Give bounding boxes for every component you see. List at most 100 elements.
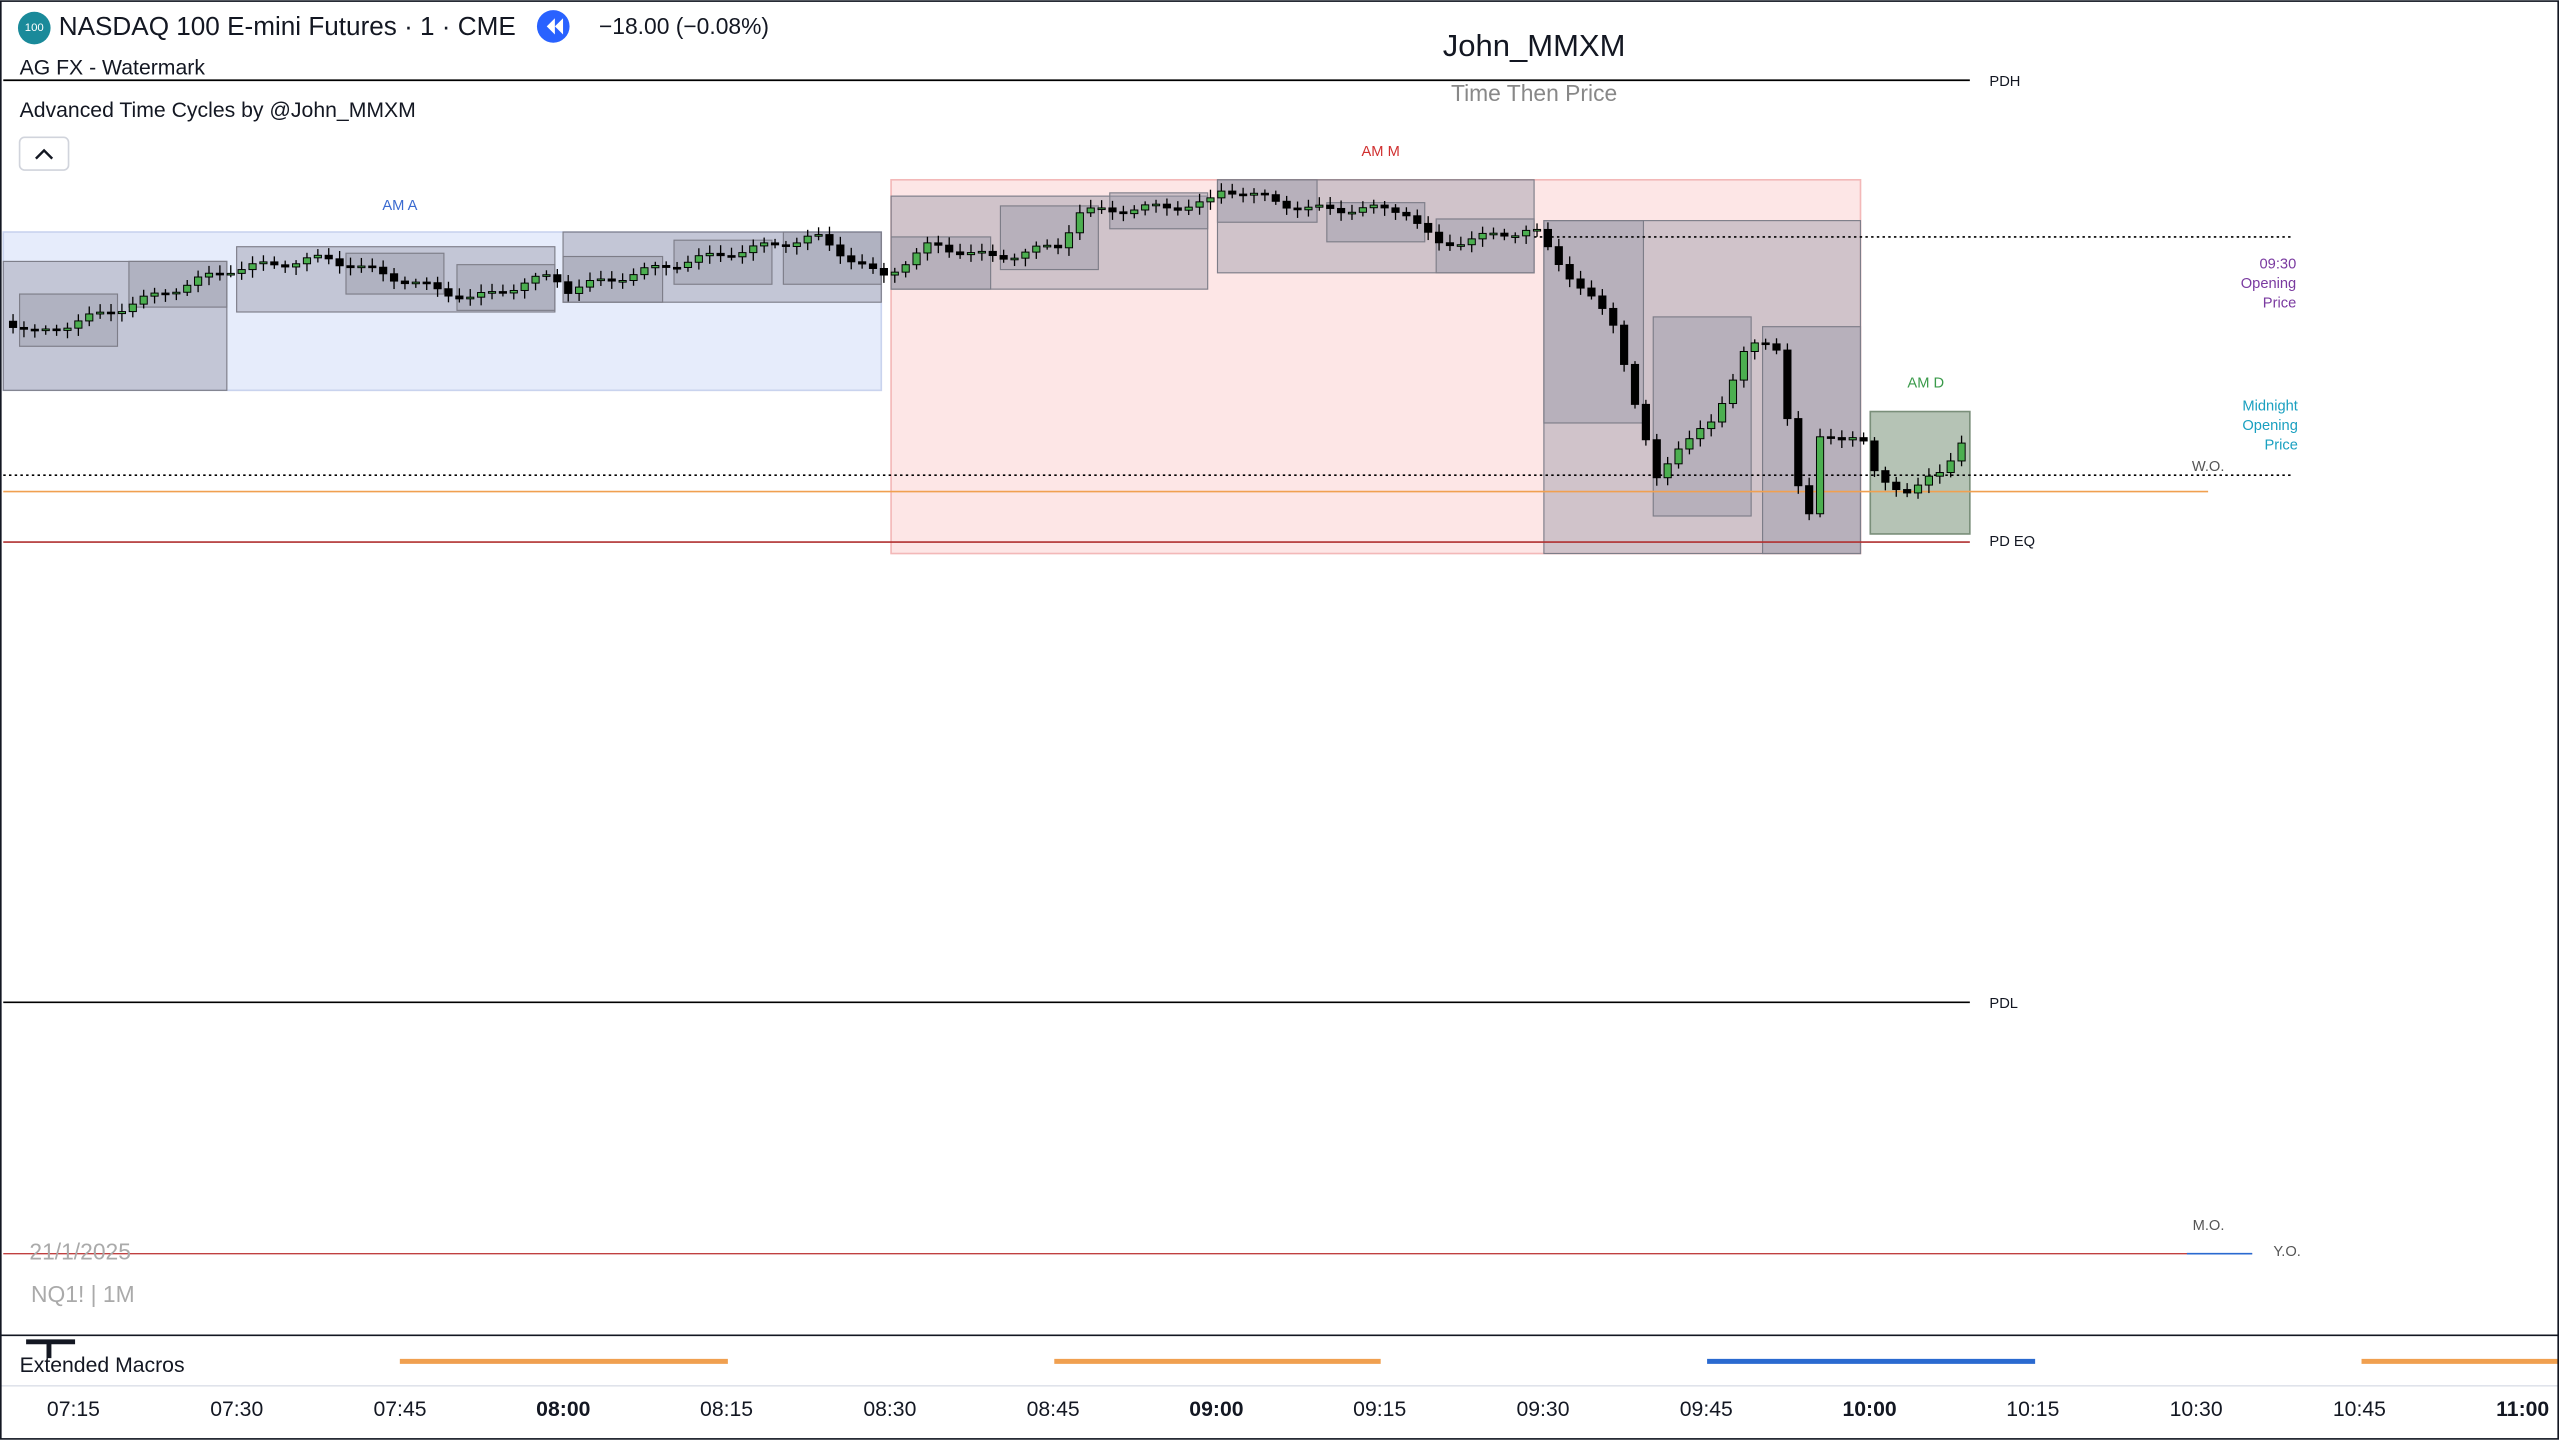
level-label: Opening — [2241, 276, 2296, 292]
candle-body — [1358, 207, 1367, 213]
watermark-date: 21/1/2025 — [29, 1239, 131, 1265]
candle-body — [41, 328, 50, 332]
candle-body — [1772, 343, 1781, 351]
candle-body — [302, 257, 312, 265]
candle-body — [858, 261, 867, 265]
time-label: 08:00 — [536, 1398, 590, 1421]
candle-body — [1728, 379, 1738, 405]
level-label: M.O. — [2193, 1218, 2225, 1234]
candle-body — [564, 281, 573, 294]
candle-body — [1576, 278, 1585, 289]
candle-body — [1424, 222, 1433, 233]
candle-body — [204, 272, 214, 278]
candle-body — [117, 311, 126, 315]
candle-body — [1620, 324, 1629, 365]
candle-body — [161, 292, 170, 296]
candle-body — [1609, 307, 1618, 326]
candle-body — [988, 250, 997, 257]
candle-body — [727, 255, 736, 258]
time-label: 10:30 — [2170, 1398, 2223, 1421]
candle-body — [1347, 211, 1357, 215]
candle-body — [1239, 193, 1248, 197]
time-label: 10:15 — [2006, 1398, 2059, 1421]
candle-body — [1543, 228, 1552, 248]
candle-body — [966, 252, 976, 256]
candle-body — [1674, 448, 1683, 465]
candle-body — [792, 242, 801, 247]
cycle-box — [2, 231, 883, 392]
candle-body — [1946, 460, 1955, 474]
candle-body — [1935, 472, 1944, 477]
candle-body — [1249, 192, 1259, 196]
candle-body — [128, 303, 137, 313]
tv-logo — [26, 1339, 76, 1359]
candle-body — [607, 278, 616, 282]
candle-body — [923, 242, 932, 254]
candle-body — [1032, 245, 1041, 253]
candle-body — [760, 242, 769, 247]
candle-body — [63, 327, 72, 331]
candle-body — [781, 244, 791, 247]
candle-body — [1141, 204, 1150, 211]
candle-body — [411, 281, 420, 285]
candle-body — [553, 274, 562, 283]
candle-body — [1565, 264, 1574, 280]
candle-body — [618, 280, 627, 283]
candle-body — [1021, 251, 1030, 259]
level-label: PDH — [1989, 74, 2020, 90]
candle-body — [150, 292, 159, 297]
candle-body — [836, 244, 845, 257]
level-label: Opening — [2242, 418, 2297, 434]
level-label: Price — [2264, 438, 2297, 454]
time-label: 08:15 — [700, 1398, 753, 1421]
candle-body — [1707, 421, 1716, 430]
candle-body — [1870, 440, 1879, 472]
candle-body — [890, 271, 899, 276]
collapse-button[interactable] — [18, 136, 70, 171]
candle-body — [85, 313, 94, 322]
symbol-badge — [17, 11, 51, 45]
time-label: 08:30 — [863, 1398, 916, 1421]
candle-body — [1511, 235, 1520, 238]
candle-body — [1815, 436, 1825, 515]
level-label: Price — [2263, 296, 2296, 312]
sub-box — [456, 264, 556, 311]
candle-body — [1913, 484, 1923, 494]
candle-body — [575, 286, 584, 294]
pane-title[interactable]: Extended Macros — [20, 1354, 185, 1377]
candle-body — [1053, 244, 1063, 249]
candle-body — [281, 264, 290, 268]
level-label: PDL — [1989, 996, 2018, 1012]
candle-body — [1380, 204, 1389, 209]
cycle-label: AM A — [382, 198, 417, 214]
candle-body — [8, 320, 18, 328]
indicator-name[interactable]: AG FX - Watermark — [20, 56, 206, 79]
cycle-label: AM M — [1362, 144, 1400, 160]
level-label: 09:30 — [2260, 257, 2297, 273]
level-label: W.O. — [2192, 459, 2225, 475]
time-label: 09:00 — [1189, 1398, 1243, 1421]
candle-body — [956, 251, 965, 256]
candle-body — [259, 261, 268, 265]
candle-body — [683, 261, 693, 268]
candle-body — [1598, 295, 1607, 309]
candle-body — [19, 326, 29, 330]
indicator-name[interactable]: Advanced Time Cycles by @John_MMXM — [20, 99, 416, 122]
sub-box — [2, 260, 228, 391]
candle-body — [237, 269, 246, 274]
candle-body — [1663, 463, 1672, 479]
candle-body — [1957, 442, 1966, 462]
candle-body — [1282, 200, 1291, 209]
candle-body — [172, 291, 181, 295]
candle-body — [477, 292, 486, 298]
candle-body — [1489, 232, 1498, 236]
candle-body — [879, 268, 888, 276]
candle-body — [1075, 212, 1084, 234]
price-change: −18.00 (−0.08%) — [599, 13, 769, 39]
candle-body — [1924, 475, 1933, 486]
symbol-title: NASDAQ 100 E-mini Futures · 1 · CME — [59, 11, 516, 41]
candle-body — [30, 328, 39, 332]
candle-body — [1043, 244, 1052, 248]
candle-body — [912, 252, 921, 266]
candle-body — [194, 276, 203, 286]
